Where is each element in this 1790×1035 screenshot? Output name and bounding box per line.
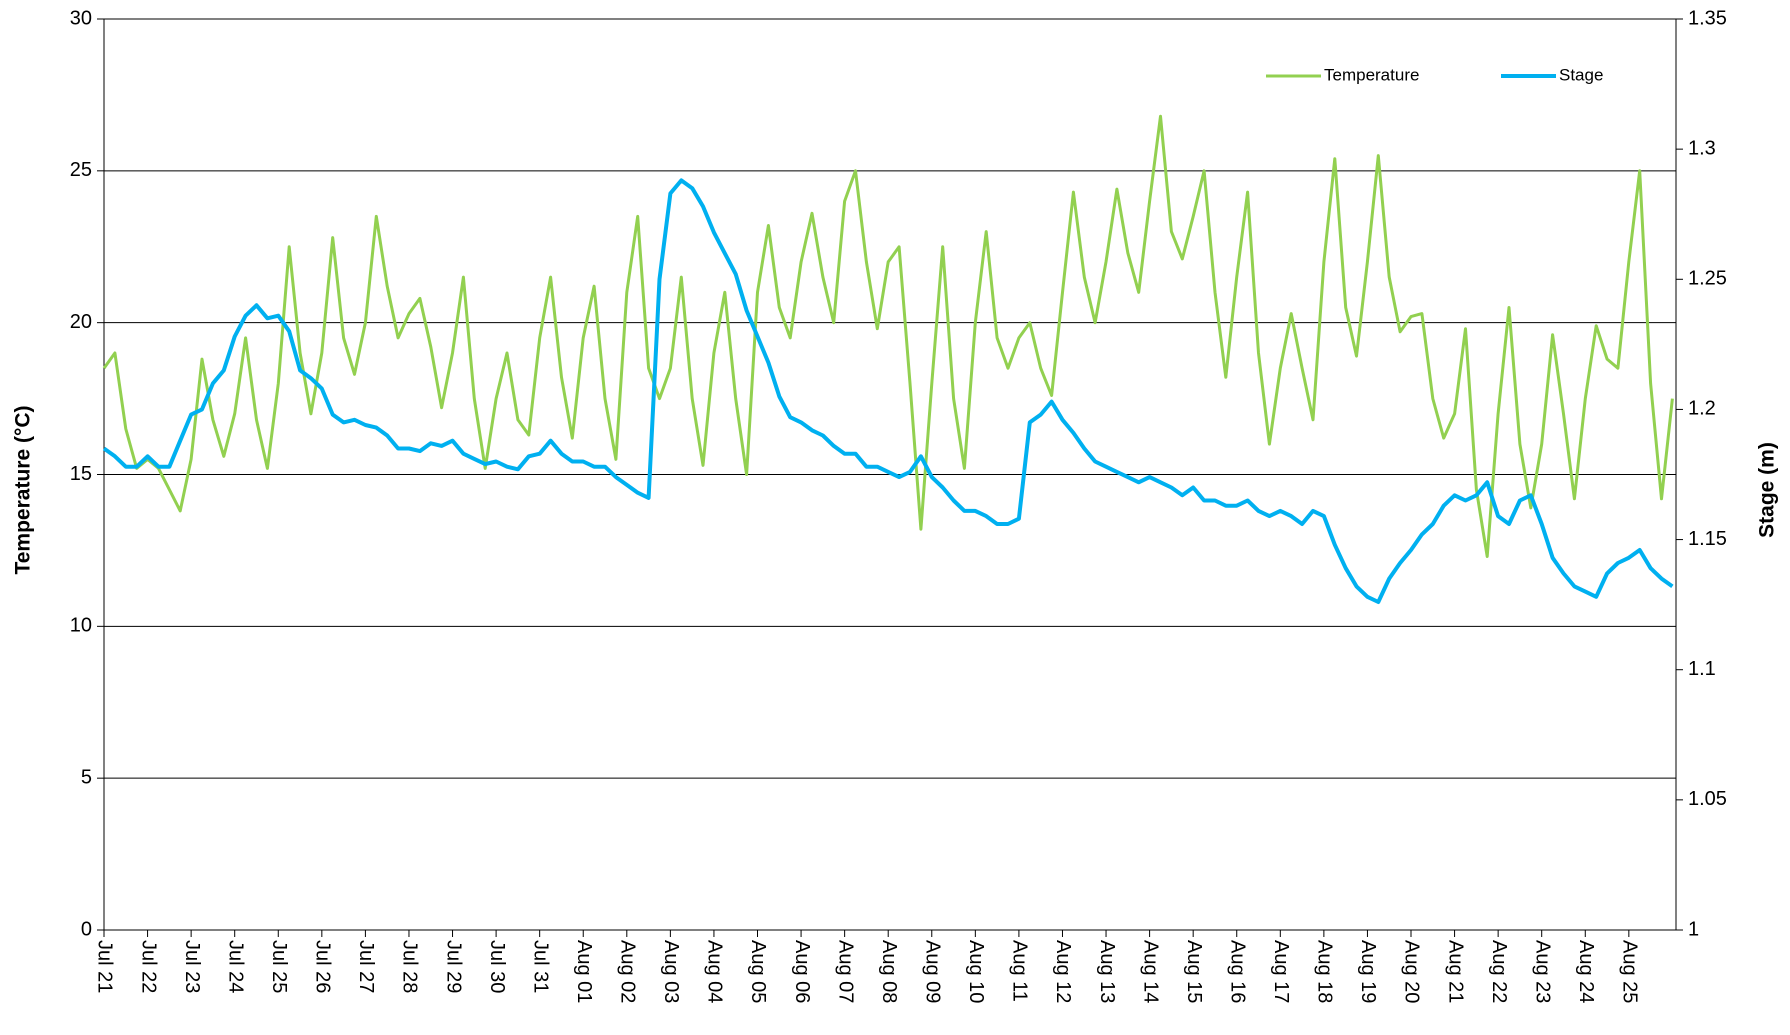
y2-tick-label: 1.1 (1688, 658, 1716, 680)
x-tick-label: Aug 21 (1444, 940, 1466, 1003)
x-tick-label: Aug 16 (1226, 940, 1248, 1003)
y-tick-label: 10 (70, 615, 92, 637)
y-tick-label: 20 (70, 311, 92, 333)
x-tick-label: Aug 09 (921, 940, 943, 1003)
x-tick-label: Aug 13 (1096, 940, 1118, 1003)
x-tick-label: Jul 21 (94, 940, 116, 993)
y-tick-label: 5 (81, 766, 92, 788)
x-tick-label: Aug 05 (747, 940, 769, 1003)
x-tick-label: Aug 03 (660, 940, 682, 1003)
x-tick-label: Aug 18 (1314, 940, 1336, 1003)
x-tick-label: Aug 08 (878, 940, 900, 1003)
x-tick-label: Jul 30 (486, 940, 508, 993)
y2-tick-label: 1.3 (1688, 137, 1716, 159)
x-tick-label: Aug 14 (1139, 940, 1161, 1003)
x-tick-label: Aug 02 (617, 940, 639, 1003)
x-tick-label: Aug 22 (1488, 940, 1510, 1003)
x-tick-label: Aug 01 (573, 940, 595, 1003)
x-tick-label: Aug 17 (1270, 940, 1292, 1003)
x-tick-label: Jul 31 (529, 940, 551, 993)
x-tick-label: Jul 24 (224, 940, 246, 993)
x-tick-label: Aug 07 (834, 940, 856, 1003)
x-tick-label: Aug 25 (1619, 940, 1641, 1003)
x-tick-label: Jul 26 (312, 940, 334, 993)
y-tick-label: 0 (81, 918, 92, 940)
series-line (102, 178, 1674, 604)
x-tick-label: Jul 29 (442, 940, 464, 993)
y-axis-title: Temperature (°C) (12, 405, 35, 574)
y2-tick-label: 1.25 (1688, 268, 1727, 290)
x-tick-label: Aug 20 (1401, 940, 1423, 1003)
x-tick-label: Aug 15 (1183, 940, 1205, 1003)
y2-tick-label: 1.2 (1688, 398, 1716, 420)
series-line (102, 114, 1674, 558)
y-tick-label: 15 (70, 463, 92, 485)
y-tick-label: 30 (70, 7, 92, 29)
x-tick-label: Jul 25 (268, 940, 290, 993)
x-tick-label: Jul 28 (399, 940, 421, 993)
y2-axis-title: Stage (m) (1756, 442, 1779, 538)
y2-tick-label: 1 (1688, 918, 1699, 940)
x-tick-label: Aug 24 (1575, 940, 1597, 1003)
x-tick-label: Aug 10 (965, 940, 987, 1003)
x-tick-label: Aug 19 (1357, 940, 1379, 1003)
x-tick-label: Aug 11 (1009, 940, 1031, 1002)
x-tick-label: Aug 12 (1052, 940, 1074, 1003)
legend-label: Temperature (1324, 65, 1419, 84)
plot-frame (103, 18, 1677, 931)
y2-tick-label: 1.35 (1688, 7, 1727, 29)
y2-tick-label: 1.15 (1688, 528, 1727, 550)
x-tick-label: Aug 23 (1531, 940, 1553, 1003)
x-tick-label: Aug 04 (704, 940, 726, 1003)
y2-tick-label: 1.05 (1688, 788, 1727, 810)
legend-label: Stage (1559, 65, 1603, 84)
x-tick-label: Jul 23 (181, 940, 203, 993)
x-tick-label: Jul 27 (355, 940, 377, 993)
x-tick-label: Aug 06 (791, 940, 813, 1003)
y-tick-label: 25 (70, 159, 92, 181)
x-tick-label: Jul 22 (137, 940, 159, 993)
